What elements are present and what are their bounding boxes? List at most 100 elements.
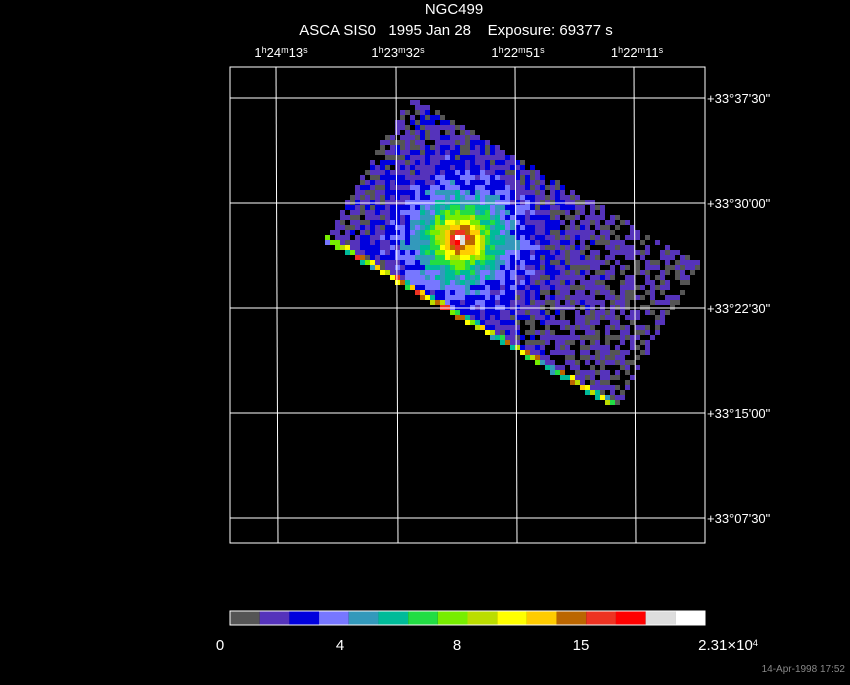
image-pixel xyxy=(415,120,420,125)
image-pixel xyxy=(505,160,510,165)
image-pixel xyxy=(610,255,615,260)
image-pixel xyxy=(615,235,620,240)
image-pixel xyxy=(455,250,460,255)
image-pixel xyxy=(620,285,625,290)
image-pixel xyxy=(485,165,490,170)
image-pixel xyxy=(500,340,505,345)
image-pixel xyxy=(390,270,395,275)
image-pixel xyxy=(485,280,490,285)
image-pixel xyxy=(630,345,635,350)
image-pixel xyxy=(560,365,565,370)
image-pixel xyxy=(420,180,425,185)
image-pixel xyxy=(455,165,460,170)
image-pixel xyxy=(405,265,410,270)
image-pixel xyxy=(460,230,465,235)
image-pixel xyxy=(515,335,520,340)
label-part: 15 xyxy=(573,637,590,654)
image-pixel xyxy=(500,290,505,295)
image-pixel xyxy=(400,260,405,265)
image-pixel xyxy=(600,355,605,360)
image-pixel xyxy=(525,330,530,335)
image-pixel xyxy=(425,155,430,160)
image-pixel xyxy=(460,300,465,305)
image-pixel xyxy=(495,215,500,220)
image-pixel xyxy=(530,275,535,280)
image-pixel xyxy=(470,300,475,305)
image-pixel xyxy=(525,190,530,195)
image-pixel xyxy=(475,285,480,290)
image-pixel xyxy=(515,285,520,290)
image-pixel xyxy=(665,260,670,265)
image-pixel xyxy=(540,340,545,345)
image-pixel xyxy=(575,295,580,300)
image-pixel xyxy=(395,220,400,225)
image-pixel xyxy=(570,365,575,370)
image-pixel xyxy=(470,155,475,160)
image-pixel xyxy=(395,265,400,270)
image-pixel xyxy=(585,360,590,365)
image-pixel xyxy=(355,195,360,200)
image-pixel xyxy=(345,245,350,250)
image-pixel xyxy=(390,205,395,210)
image-pixel xyxy=(475,260,480,265)
image-pixel xyxy=(615,315,620,320)
image-pixel xyxy=(565,280,570,285)
image-pixel xyxy=(430,255,435,260)
image-pixel xyxy=(415,215,420,220)
image-pixel xyxy=(515,165,520,170)
image-pixel xyxy=(530,340,535,345)
image-pixel xyxy=(535,255,540,260)
image-pixel xyxy=(625,295,630,300)
image-pixel xyxy=(435,135,440,140)
image-pixel xyxy=(435,170,440,175)
image-pixel xyxy=(420,195,425,200)
image-pixel xyxy=(605,380,610,385)
image-pixel xyxy=(605,360,610,365)
image-pixel xyxy=(570,275,575,280)
image-pixel xyxy=(490,225,495,230)
image-pixel xyxy=(410,160,415,165)
image-pixel xyxy=(555,300,560,305)
image-pixel xyxy=(480,255,485,260)
image-pixel xyxy=(495,310,500,315)
image-pixel xyxy=(570,225,575,230)
image-pixel xyxy=(385,265,390,270)
image-pixel xyxy=(570,375,575,380)
image-pixel xyxy=(515,330,520,335)
image-pixel xyxy=(590,380,595,385)
image-pixel xyxy=(600,365,605,370)
image-pixel xyxy=(515,315,520,320)
image-pixel xyxy=(560,220,565,225)
image-pixel xyxy=(545,265,550,270)
image-pixel xyxy=(580,265,585,270)
label-part: 1 xyxy=(491,45,498,60)
image-pixel xyxy=(350,220,355,225)
image-pixel xyxy=(425,185,430,190)
image-pixel xyxy=(445,140,450,145)
title: NGC499 xyxy=(425,1,483,18)
image-pixel xyxy=(440,270,445,275)
image-pixel xyxy=(525,290,530,295)
image-pixel xyxy=(515,325,520,330)
image-pixel xyxy=(485,215,490,220)
image-pixel xyxy=(625,365,630,370)
image-pixel xyxy=(540,300,545,305)
image-pixel xyxy=(380,175,385,180)
image-pixel xyxy=(550,215,555,220)
image-pixel xyxy=(490,185,495,190)
image-pixel xyxy=(495,285,500,290)
image-pixel xyxy=(635,365,640,370)
image-pixel xyxy=(505,335,510,340)
image-pixel xyxy=(385,205,390,210)
image-pixel xyxy=(375,180,380,185)
image-pixel xyxy=(510,320,515,325)
image-pixel xyxy=(495,300,500,305)
image-pixel xyxy=(500,215,505,220)
image-pixel xyxy=(460,295,465,300)
image-pixel xyxy=(385,225,390,230)
image-pixel xyxy=(405,195,410,200)
image-pixel xyxy=(575,325,580,330)
image-pixel xyxy=(530,310,535,315)
